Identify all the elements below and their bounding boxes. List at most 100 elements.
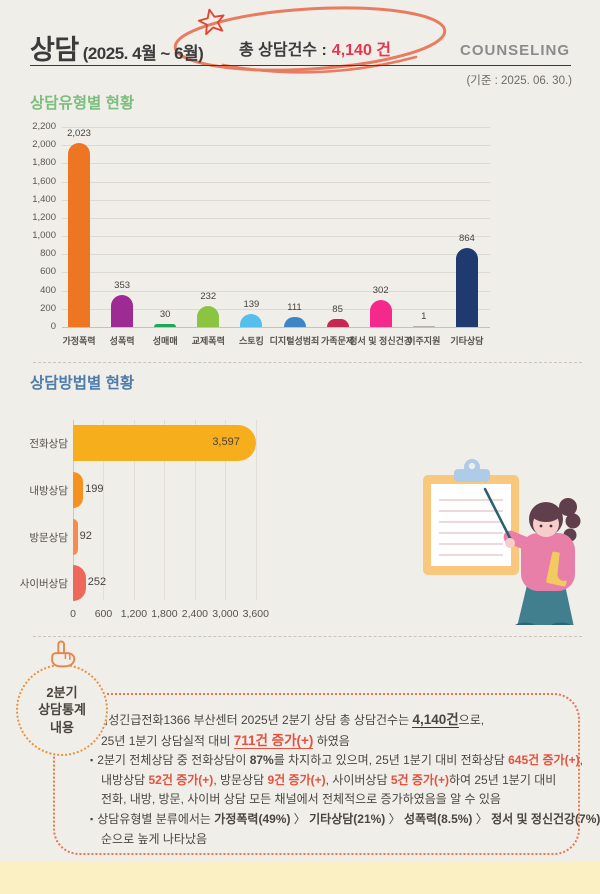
text-segment: 여성긴급전화1366 부산센터 2025년 2분기 상담 총 상담건수는: [97, 713, 413, 727]
x-axis-tick: 2,400: [181, 608, 209, 620]
bar-value: 1: [421, 310, 427, 322]
text-segment: 〉: [290, 811, 310, 826]
gridline: [62, 290, 490, 292]
bar: [197, 305, 220, 327]
summary-line: ▪ 2분기 전체상담 중 전화상담이 87%를 차지하고 있으며, 25년 1분기…: [90, 751, 583, 771]
bar-category: 성폭력: [109, 336, 135, 346]
bar-value: 85: [332, 304, 343, 316]
y-axis-tick: 1,600: [32, 175, 56, 187]
x-axis-tick: 1,800: [151, 608, 178, 620]
text-segment: 〉: [472, 811, 492, 826]
bar-category: 가족문제: [321, 336, 355, 346]
text-segment: 5건 증가(+): [390, 772, 449, 787]
text-segment: 하여 25년 1분기 대비: [448, 772, 557, 787]
text-segment: 정서 및 정신건강(7%): [491, 811, 600, 826]
gridline: [62, 199, 490, 201]
bar: [326, 319, 349, 327]
text-segment: 기타상담(21%): [309, 811, 386, 826]
bar: [68, 143, 90, 327]
page-title: 상담 (2025. 4월 ~ 6월): [30, 28, 204, 67]
bar-category: 가정폭력: [62, 336, 96, 346]
total-count-value: 4,140 건: [331, 42, 392, 59]
bar-value: 2,023: [67, 128, 91, 140]
bar: [154, 324, 177, 327]
text-segment: 순으로 높게 나타났음: [101, 831, 208, 846]
text-segment: 가정폭력(49%): [214, 811, 291, 826]
text-segment: 하였음: [313, 733, 350, 748]
header-divider: [30, 65, 571, 66]
period-label: (2025. 4월 ~ 6월): [82, 44, 204, 63]
bar-category: 교제폭력: [191, 336, 225, 346]
text-segment: 성폭력(8.5%): [403, 811, 473, 826]
text-segment: ,: [579, 753, 583, 768]
x-axis-tick: 3,600: [242, 608, 269, 620]
bar: [73, 565, 86, 601]
teacher-figure: [483, 487, 581, 625]
bar-value: 139: [243, 299, 260, 311]
text-segment: 전화, 내방, 방문, 사이버 상담 모든 채널에서 전체적으로 증가하였음을 …: [101, 792, 501, 807]
gridline: [73, 420, 74, 600]
text-segment: 2분기 전체상담 중 전화상담이: [97, 753, 250, 768]
bar-value: 864: [458, 233, 475, 245]
bar: [412, 325, 435, 327]
y-axis-tick: 1,000: [32, 230, 56, 242]
gridline: [164, 420, 166, 600]
bar-value: 353: [114, 279, 131, 291]
bar: [455, 248, 478, 327]
summary-badge-line: 상담통계: [38, 702, 86, 718]
bar-value: 3,597: [212, 436, 240, 448]
bar-category: 내방상담: [29, 485, 68, 497]
y-axis-tick: 2,200: [32, 121, 56, 132]
summary-line: 25년 1분기 상담실적 대비 711건 증가(+) 하였음: [90, 731, 568, 752]
total-count-label: 총 상담건수 :: [238, 42, 327, 59]
text-segment: 9건 증가(+): [267, 772, 326, 787]
gridline: [62, 236, 490, 238]
total-count: 총 상담건수 :4,140 건: [210, 36, 420, 60]
page-title-main: 상담: [30, 35, 79, 65]
bar-category: 방문상담: [29, 532, 68, 544]
x-axis-tick: 3,000: [212, 608, 239, 620]
bar-value: 302: [372, 284, 389, 296]
y-axis-tick: 200: [40, 302, 56, 314]
gridline: [62, 163, 490, 165]
y-axis-tick: 2,000: [32, 139, 56, 151]
bar-category: 디지털성범죄: [269, 336, 320, 346]
gridline: [255, 420, 257, 600]
bullet-marker: ▪: [90, 813, 94, 824]
bar-category: 성매매: [152, 336, 178, 346]
y-axis-tick: 800: [40, 248, 56, 260]
bar-category: 전화상담: [29, 438, 68, 450]
x-axis-tick: 0: [70, 608, 76, 620]
as-of-date: (기준 : 2025. 06. 30.): [466, 75, 572, 87]
text-segment: , 사이버상담: [325, 772, 391, 787]
bar: [283, 316, 306, 327]
text-segment: 645건 증가(+): [508, 753, 580, 768]
summary-line: 순으로 높게 나타났음: [90, 830, 568, 850]
y-axis-tick: 0: [50, 321, 56, 332]
summary-line: 내방상담 52건 증가(+), 방문상담 9건 증가(+), 사이버상담 5건 …: [90, 771, 568, 791]
gridline: [62, 145, 490, 147]
x-axis-tick: 1,200: [120, 608, 148, 620]
bullet-marker: ▪: [90, 755, 94, 766]
bar-value: 199: [85, 483, 104, 495]
text-segment: 52건 증가(+): [148, 772, 214, 787]
clipboard-clip: [454, 469, 490, 482]
y-axis-tick: 1,800: [32, 157, 56, 169]
bar-value: 92: [79, 530, 92, 542]
summary-line: ▪ 상담유형별 분류에서는 가정폭력(49%) 〉 기타상담(21%) 〉 성폭력…: [90, 810, 600, 830]
bar-value: 111: [287, 301, 302, 313]
text-segment: , 방문상담: [213, 772, 268, 787]
section-title-type-chart: 상담유형별 현황: [30, 95, 135, 112]
text-segment: 상담유형별 분류에서는: [97, 811, 215, 826]
bar: [73, 519, 78, 555]
footer-band: [0, 862, 600, 894]
y-axis-tick: 1,400: [32, 193, 56, 205]
bar-category: 스토킹: [238, 336, 264, 346]
x-axis-tick: 600: [94, 608, 113, 620]
summary-badge-line: 2분기: [46, 684, 78, 700]
dashed-divider: [33, 636, 582, 637]
gridline: [62, 217, 490, 219]
summary-badge: 2분기 상담통계 내용: [16, 664, 108, 756]
star-doodle-icon: [197, 8, 225, 36]
section-title-method-chart: 상담방법별 현황: [30, 375, 135, 392]
